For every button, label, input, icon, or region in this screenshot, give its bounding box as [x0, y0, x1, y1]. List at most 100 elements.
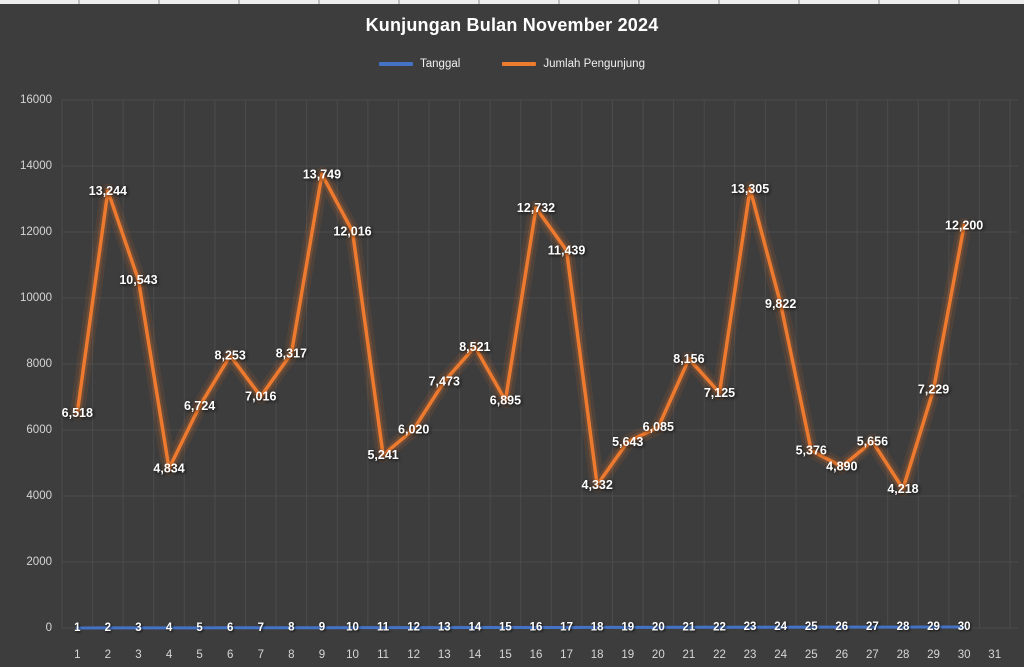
data-label-jumlah-pengunjung: 8,156	[673, 352, 704, 366]
x-axis-label: 3	[135, 649, 141, 661]
x-axis-label: 23	[744, 649, 757, 661]
data-label-jumlah-pengunjung: 4,890	[826, 460, 857, 474]
data-label-jumlah-pengunjung: 6,020	[398, 422, 429, 436]
x-axis-label: 28	[897, 649, 910, 661]
y-axis-label: 8000	[26, 358, 52, 370]
data-label-jumlah-pengunjung: 8,253	[215, 349, 246, 363]
legend-line-orange-icon	[502, 62, 537, 66]
data-label-tanggal: 30	[958, 621, 971, 633]
data-label-jumlah-pengunjung: 5,643	[612, 435, 643, 449]
data-label-tanggal: 20	[652, 621, 665, 633]
y-axis-label: 12000	[20, 226, 52, 238]
x-axis-label: 9	[319, 649, 325, 661]
data-label-tanggal: 3	[135, 622, 141, 634]
data-label-jumlah-pengunjung: 8,521	[459, 340, 490, 354]
x-axis-label: 11	[377, 649, 389, 661]
x-axis-label: 5	[196, 649, 202, 661]
data-label-tanggal: 9	[319, 622, 325, 634]
data-label-tanggal: 12	[407, 622, 420, 634]
data-label-jumlah-pengunjung: 7,125	[704, 386, 735, 400]
data-label-jumlah-pengunjung: 11,439	[548, 244, 586, 258]
y-axis-label: 0	[46, 622, 52, 634]
y-axis-label: 6000	[26, 424, 52, 436]
x-axis-label: 18	[591, 649, 604, 661]
data-label-jumlah-pengunjung: 13,244	[89, 184, 127, 198]
x-axis-label: 30	[958, 649, 971, 661]
x-axis-label: 8	[288, 649, 294, 661]
data-label-jumlah-pengunjung: 12,200	[945, 218, 983, 232]
data-label-tanggal: 24	[774, 621, 787, 633]
data-label-tanggal: 7	[258, 622, 264, 634]
data-label-jumlah-pengunjung: 12,016	[333, 224, 371, 238]
x-axis-label: 15	[499, 649, 512, 661]
x-axis-label: 10	[346, 649, 359, 661]
data-label-jumlah-pengunjung: 6,085	[643, 420, 674, 434]
data-label-tanggal: 18	[591, 621, 604, 633]
data-label-tanggal: 22	[713, 621, 726, 633]
data-label-jumlah-pengunjung: 5,656	[857, 434, 888, 448]
data-label-tanggal: 25	[805, 621, 818, 633]
x-axis-label: 25	[805, 649, 818, 661]
data-label-tanggal: 17	[560, 621, 573, 633]
data-label-jumlah-pengunjung: 6,724	[184, 399, 215, 413]
x-axis-label: 14	[468, 649, 481, 661]
data-label-jumlah-pengunjung: 12,732	[517, 201, 555, 215]
data-label-tanggal: 16	[530, 621, 543, 633]
chart-title: Kunjungan Bulan November 2024	[365, 15, 659, 35]
data-label-tanggal: 11	[377, 622, 390, 634]
legend-item-jumlah-pengunjung[interactable]: Jumlah Pengunjung	[502, 58, 645, 70]
data-label-tanggal: 10	[346, 622, 359, 634]
x-axis-label: 17	[560, 649, 573, 661]
data-label-jumlah-pengunjung: 9,822	[765, 297, 796, 311]
data-label-tanggal: 4	[166, 622, 173, 634]
data-label-tanggal: 19	[621, 621, 634, 633]
data-label-tanggal: 21	[683, 621, 696, 633]
legend-item-tanggal[interactable]: Tanggal	[379, 58, 460, 70]
data-label-jumlah-pengunjung: 5,241	[367, 448, 398, 462]
data-label-tanggal: 15	[499, 622, 512, 634]
spreadsheet-top-edge	[0, 0, 1024, 4]
x-axis-label: 31	[988, 649, 1001, 661]
y-axis-label: 4000	[26, 490, 52, 502]
data-label-jumlah-pengunjung: 4,834	[153, 461, 184, 475]
data-label-tanggal: 8	[288, 622, 295, 634]
x-axis-label: 7	[258, 649, 264, 661]
data-label-jumlah-pengunjung: 10,543	[119, 273, 157, 287]
data-label-jumlah-pengunjung: 5,376	[796, 444, 827, 458]
data-label-tanggal: 1	[74, 622, 81, 634]
x-axis-label: 27	[866, 649, 879, 661]
legend-line-blue-icon	[379, 62, 414, 66]
data-label-tanggal: 29	[927, 621, 940, 633]
y-axis-label: 10000	[20, 292, 52, 304]
x-axis-label: 24	[774, 649, 787, 661]
data-label-tanggal: 23	[744, 621, 757, 633]
data-label-jumlah-pengunjung: 4,218	[887, 482, 918, 496]
data-label-tanggal: 2	[105, 622, 111, 634]
series-line-tanggal[interactable]	[75, 625, 966, 630]
series-line-jumlah-pengunjung[interactable]	[75, 172, 966, 491]
data-label-jumlah-pengunjung: 6,518	[62, 406, 93, 420]
y-axis-label: 2000	[26, 556, 52, 568]
data-label-tanggal: 6	[227, 622, 233, 634]
data-label-jumlah-pengunjung: 13,749	[303, 167, 341, 181]
data-label-jumlah-pengunjung: 7,016	[245, 389, 276, 403]
x-axis-label: 19	[621, 649, 634, 661]
x-axis-label: 2	[105, 649, 111, 661]
x-axis-label: 13	[438, 649, 451, 661]
data-label-jumlah-pengunjung: 7,473	[429, 374, 460, 388]
data-label-tanggal: 28	[897, 621, 910, 633]
chart-legend: Tanggal Jumlah Pengunjung	[0, 58, 1024, 70]
data-label-tanggal: 27	[866, 621, 879, 633]
data-label-jumlah-pengunjung: 13,305	[731, 182, 769, 196]
x-axis-label: 29	[927, 649, 940, 661]
y-axis-label: 14000	[20, 160, 52, 172]
data-label-tanggal: 13	[438, 622, 451, 634]
x-axis-label: 12	[407, 649, 420, 661]
data-label-jumlah-pengunjung: 6,895	[490, 393, 521, 407]
data-label-tanggal: 26	[835, 621, 848, 633]
x-axis-label: 6	[227, 649, 233, 661]
x-axis-label: 26	[835, 649, 848, 661]
x-axis-label: 20	[652, 649, 665, 661]
